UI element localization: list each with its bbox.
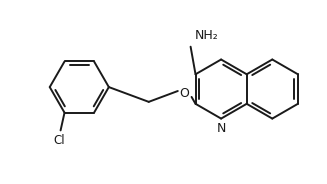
Text: Cl: Cl (54, 134, 65, 147)
Text: O: O (180, 87, 190, 100)
Text: N: N (216, 122, 226, 135)
Text: NH₂: NH₂ (195, 29, 218, 42)
